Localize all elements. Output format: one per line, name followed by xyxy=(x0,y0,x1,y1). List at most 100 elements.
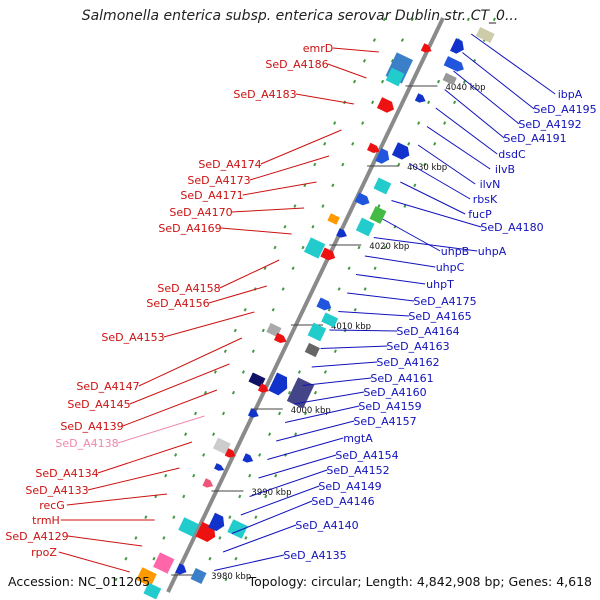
gene-feature[interactable] xyxy=(354,192,372,207)
gene-label-left[interactable]: trmH xyxy=(32,514,60,527)
gene-label-left[interactable]: SeD_A4171 xyxy=(180,189,243,202)
gene-label-right[interactable]: SeD_A4161 xyxy=(370,372,433,385)
gene-label-right[interactable]: SeD_A4157 xyxy=(353,415,416,428)
gene-label-left[interactable]: SeD_A4173 xyxy=(187,174,250,187)
gene-label-left[interactable]: SeD_A4145 xyxy=(67,398,130,411)
gene-label-right[interactable]: SeD_A4149 xyxy=(318,480,381,493)
gene-feature[interactable] xyxy=(369,206,387,224)
gene-feature[interactable] xyxy=(307,322,327,342)
gene-label-left[interactable]: SeD_A4156 xyxy=(146,297,209,310)
gene-label-right[interactable]: SeD_A4160 xyxy=(363,386,426,399)
gene-feature[interactable] xyxy=(178,517,199,537)
gene-feature[interactable] xyxy=(153,552,175,574)
gene-feature[interactable] xyxy=(247,408,260,420)
gene-label-right[interactable]: rbsK xyxy=(473,193,498,206)
gene-label-left[interactable]: SeD_A4153 xyxy=(101,331,164,344)
gene-label-right[interactable]: SeD_A4180 xyxy=(480,221,543,234)
gene-feature[interactable] xyxy=(202,478,214,490)
tick-guide-line xyxy=(109,17,386,593)
gene-label-right[interactable]: SeD_A4175 xyxy=(413,295,476,308)
gene-feature[interactable] xyxy=(367,142,381,155)
gene-feature[interactable] xyxy=(414,93,427,105)
label-leader-line xyxy=(311,361,378,368)
label-leader-line xyxy=(302,377,372,386)
label-leader-line xyxy=(214,554,285,571)
gene-feature[interactable] xyxy=(355,217,375,237)
gene-label-right[interactable]: SeD_A4154 xyxy=(335,449,398,462)
gene-label-left[interactable]: SeD_A4169 xyxy=(158,222,221,235)
label-leader-line xyxy=(417,144,476,185)
gene-feature[interactable] xyxy=(376,97,397,115)
gene-feature[interactable] xyxy=(257,383,270,395)
gene-label-left[interactable]: SeD_A4139 xyxy=(60,420,123,433)
gene-feature[interactable] xyxy=(336,228,348,240)
gene-label-left[interactable]: SeD_A4186 xyxy=(265,58,328,71)
gene-label-right[interactable]: SeD_A4164 xyxy=(396,325,459,338)
gene-label-right[interactable]: SeD_A4146 xyxy=(311,495,374,508)
gene-feature[interactable] xyxy=(321,312,339,328)
gene-label-right[interactable]: ibpA xyxy=(558,88,583,101)
gene-label-right[interactable]: SeD_A4163 xyxy=(386,340,449,353)
gene-label-right[interactable]: ilvB xyxy=(495,163,515,176)
gene-label-left[interactable]: SeD_A4183 xyxy=(233,88,296,101)
gene-feature[interactable] xyxy=(450,38,467,56)
gene-feature[interactable] xyxy=(208,512,228,533)
gene-feature[interactable] xyxy=(273,332,288,345)
gene-label-left[interactable]: SeD_A4158 xyxy=(157,282,220,295)
gene-feature[interactable] xyxy=(242,453,254,465)
gene-feature[interactable] xyxy=(375,148,392,166)
gene-label-right[interactable]: uhpC xyxy=(436,261,465,274)
gene-feature[interactable] xyxy=(475,27,495,43)
gene-label-right[interactable]: uhpT xyxy=(426,278,454,291)
gene-feature[interactable] xyxy=(373,177,392,195)
gene-label-right[interactable]: uhpA xyxy=(478,245,507,258)
gene-feature[interactable] xyxy=(227,519,248,539)
gene-feature[interactable] xyxy=(214,463,226,473)
gene-label-right[interactable]: SeD_A4135 xyxy=(283,549,346,562)
gene-feature[interactable] xyxy=(268,372,291,398)
gene-label-left[interactable]: SeD_A4174 xyxy=(198,158,261,171)
gene-label-right[interactable]: ilvN xyxy=(480,178,501,191)
gene-feature[interactable] xyxy=(190,567,207,585)
gene-feature[interactable] xyxy=(136,567,157,587)
gene-feature[interactable] xyxy=(420,43,433,55)
gene-label-left[interactable]: recG xyxy=(39,499,65,512)
gene-label-right[interactable]: SeD_A4162 xyxy=(376,356,439,369)
gene-feature[interactable] xyxy=(212,437,231,455)
gene-feature[interactable] xyxy=(286,377,315,409)
gene-label-left[interactable]: rpoZ xyxy=(31,546,57,559)
gene-label-right[interactable]: SeD_A4152 xyxy=(326,464,389,477)
gene-feature[interactable] xyxy=(391,142,412,162)
gene-label-left[interactable]: emrD xyxy=(303,42,333,55)
gene-label-right[interactable]: SeD_A4195 xyxy=(533,103,596,116)
gene-feature[interactable] xyxy=(175,563,188,576)
gene-label-right[interactable]: SeD_A4192 xyxy=(518,118,581,131)
gene-label-right[interactable]: SeD_A4159 xyxy=(358,400,421,413)
gene-label-right[interactable]: SeD_A4165 xyxy=(408,310,471,323)
gene-label-right[interactable]: uhpB xyxy=(441,245,469,258)
gene-feature[interactable] xyxy=(320,247,337,262)
gene-label-right[interactable]: SeD_A4191 xyxy=(503,132,566,145)
gene-feature[interactable] xyxy=(442,72,457,86)
label-leader-line xyxy=(122,389,218,427)
gene-feature[interactable] xyxy=(385,67,405,87)
gene-feature[interactable] xyxy=(224,448,237,460)
gene-label-left[interactable]: SeD_A4170 xyxy=(169,206,232,219)
gene-label-right[interactable]: fucP xyxy=(468,208,492,221)
gene-feature[interactable] xyxy=(316,297,333,312)
label-leader-line xyxy=(400,181,466,215)
gene-label-right[interactable]: SeD_A4140 xyxy=(295,519,358,532)
gene-label-left[interactable]: SeD_A4147 xyxy=(76,380,139,393)
gene-label-left[interactable]: SeD_A4134 xyxy=(35,467,98,480)
gene-label-right[interactable]: dsdC xyxy=(498,148,526,161)
gene-label-left[interactable]: SeD_A4133 xyxy=(25,484,88,497)
gene-label-right[interactable]: mgtA xyxy=(343,432,373,445)
gene-feature[interactable] xyxy=(443,56,466,74)
gene-feature[interactable] xyxy=(143,582,162,600)
gene-feature[interactable] xyxy=(304,342,320,358)
gene-label-left[interactable]: SeD_A4138 xyxy=(55,437,118,450)
gene-feature[interactable] xyxy=(303,237,326,259)
gene-feature[interactable] xyxy=(327,213,340,225)
gene-label-left[interactable]: SeD_A4129 xyxy=(5,530,68,543)
